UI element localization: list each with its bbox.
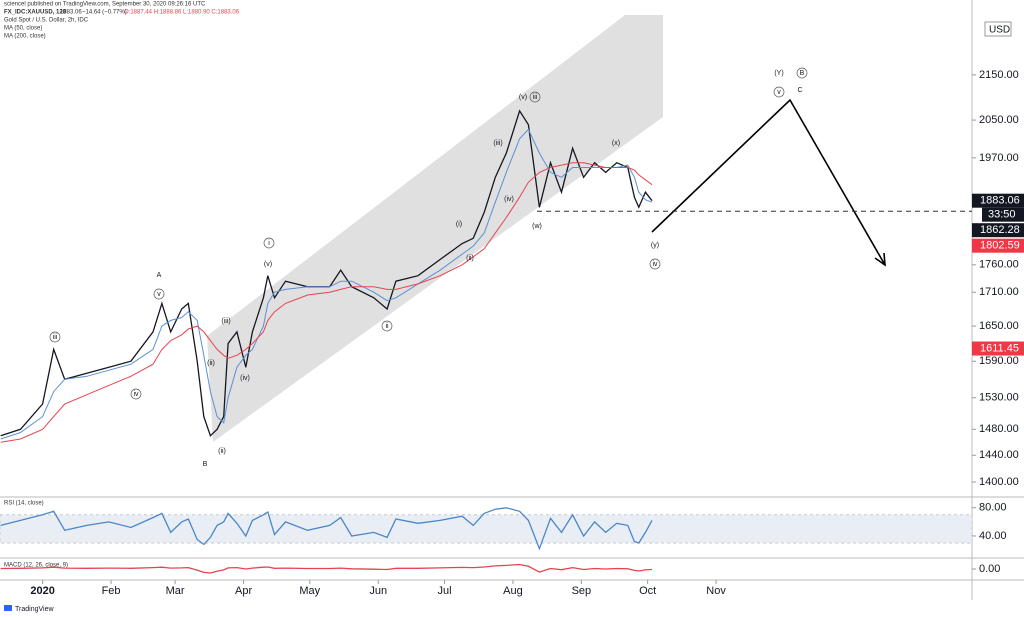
- y-tick-label: 1710.00: [979, 286, 1019, 298]
- price-line: [0, 507, 653, 551]
- wave-label: B: [800, 70, 805, 77]
- price-tag-label: 1611.45: [980, 342, 1019, 354]
- y-tick-label: 1480.00: [979, 423, 1019, 435]
- wave-label: (iii): [221, 318, 230, 325]
- y-tick-label: 1970.00: [979, 152, 1019, 164]
- wave-circle: [49, 331, 61, 343]
- wave-circle: [130, 388, 142, 400]
- y-tick-label: 40.00: [979, 530, 1007, 542]
- ohlc: O:1887.44 H:1888.86 L:1880.90 C:1883.06: [124, 10, 240, 16]
- indicator-line: [0, 162, 653, 443]
- y-tick-label: 1650.00: [979, 320, 1019, 332]
- wave-label: (Y): [774, 70, 783, 77]
- y-tick-label: 1590.00: [979, 355, 1019, 367]
- legend-entry: MA (50, close): [4, 26, 42, 32]
- wave-circle: [649, 258, 661, 270]
- x-tick-label: Aug: [503, 585, 523, 597]
- wave-label: (x): [612, 140, 620, 147]
- wave-label: (y): [651, 242, 659, 249]
- wave-label: iii: [53, 334, 58, 341]
- x-tick-label: May: [299, 585, 320, 597]
- publisher: sciencel published on TradingView.com, S…: [4, 2, 206, 8]
- series-name: Gold Spot / U.S. Dollar, 2h, IDC: [4, 18, 89, 24]
- symbol: FX_IDC:XAUUSD, 120: [4, 10, 67, 16]
- wave-label: B: [203, 461, 208, 468]
- y-tick-label: 2050.00: [979, 114, 1019, 126]
- logo: TradingView: [15, 606, 54, 613]
- wave-label: (iii): [493, 140, 502, 147]
- wave-label: v: [777, 89, 781, 96]
- change: −14.64 (−0.77%): [82, 10, 127, 16]
- price-tag: [972, 238, 1024, 253]
- wave-label: A: [157, 272, 162, 279]
- price-tag: [972, 341, 1024, 356]
- wave-circle: [263, 237, 275, 249]
- wave-label: i: [268, 240, 270, 247]
- x-tick-label: Mar: [166, 585, 185, 597]
- projection-path: [651, 98, 886, 266]
- wave-circle: [773, 86, 785, 98]
- logo-icon: [4, 605, 12, 611]
- price-tag-label: 1883.06: [980, 195, 1020, 207]
- x-tick-label: Nov: [706, 585, 726, 597]
- y-tick-label: 1440.00: [979, 449, 1019, 461]
- indicator-line: [0, 128, 653, 440]
- y-tick-label: 80.00: [979, 502, 1007, 514]
- pane-title: RSI (14, close): [4, 501, 44, 507]
- x-tick-label: Oct: [639, 585, 656, 597]
- wave-label: (iv): [240, 375, 250, 382]
- wave-circle: [796, 67, 808, 79]
- projection: [651, 98, 886, 267]
- last-price: 1883.06: [60, 10, 82, 16]
- wave-label: (ii): [218, 448, 226, 455]
- wave-label: (v): [519, 94, 527, 101]
- wave-label: iv: [652, 261, 658, 268]
- channel: [207, 15, 663, 442]
- x-tick-label: Jun: [369, 585, 387, 597]
- wave-label: (ii): [207, 360, 215, 367]
- wave-label: iii: [533, 94, 538, 101]
- wave-label: (iv): [504, 196, 514, 203]
- y-tick-label: 1400.00: [979, 476, 1019, 488]
- rsi-band: [0, 514, 973, 544]
- price-tag-label: 1862.28: [980, 224, 1020, 236]
- y-tick-label: 1760.00: [979, 259, 1019, 271]
- x-tick-label: Apr: [235, 585, 252, 597]
- price-tag-label: 1802.59: [980, 240, 1020, 252]
- wave-label: v: [157, 291, 161, 298]
- wave-label: (i): [456, 221, 462, 228]
- y-tick-label: 1530.00: [979, 392, 1019, 404]
- price-line: [0, 563, 653, 574]
- countdown: 33:50: [988, 209, 1016, 221]
- wave-label: iv: [133, 391, 139, 398]
- wave-label: (w): [532, 223, 542, 230]
- wave-label: (ii): [466, 255, 474, 262]
- wave-circle: [153, 288, 165, 300]
- pane-title: MACD (12, 26, close, 9): [4, 563, 68, 569]
- currency-box[interactable]: [984, 21, 1012, 37]
- legend-entry: MA (200, close): [4, 34, 46, 40]
- y-tick-label: 0.00: [979, 563, 1000, 575]
- arrow-head: [874, 252, 886, 267]
- price-tag: [972, 223, 1024, 238]
- y-tick-label: 2150.00: [979, 69, 1019, 81]
- wave-circle: [529, 91, 541, 103]
- countdown-box: [982, 207, 1024, 222]
- currency[interactable]: USD: [989, 25, 1010, 36]
- wave-circle: [381, 320, 393, 332]
- wave-label: C: [797, 87, 802, 94]
- x-tick-label: 2020: [30, 585, 54, 597]
- x-tick-label: Jul: [437, 585, 451, 597]
- wave-label: ii: [385, 323, 389, 330]
- x-tick-label: Feb: [102, 585, 121, 597]
- x-tick-label: Sep: [572, 585, 592, 597]
- price-tag: [972, 193, 1024, 208]
- wave-label: (v): [264, 261, 272, 268]
